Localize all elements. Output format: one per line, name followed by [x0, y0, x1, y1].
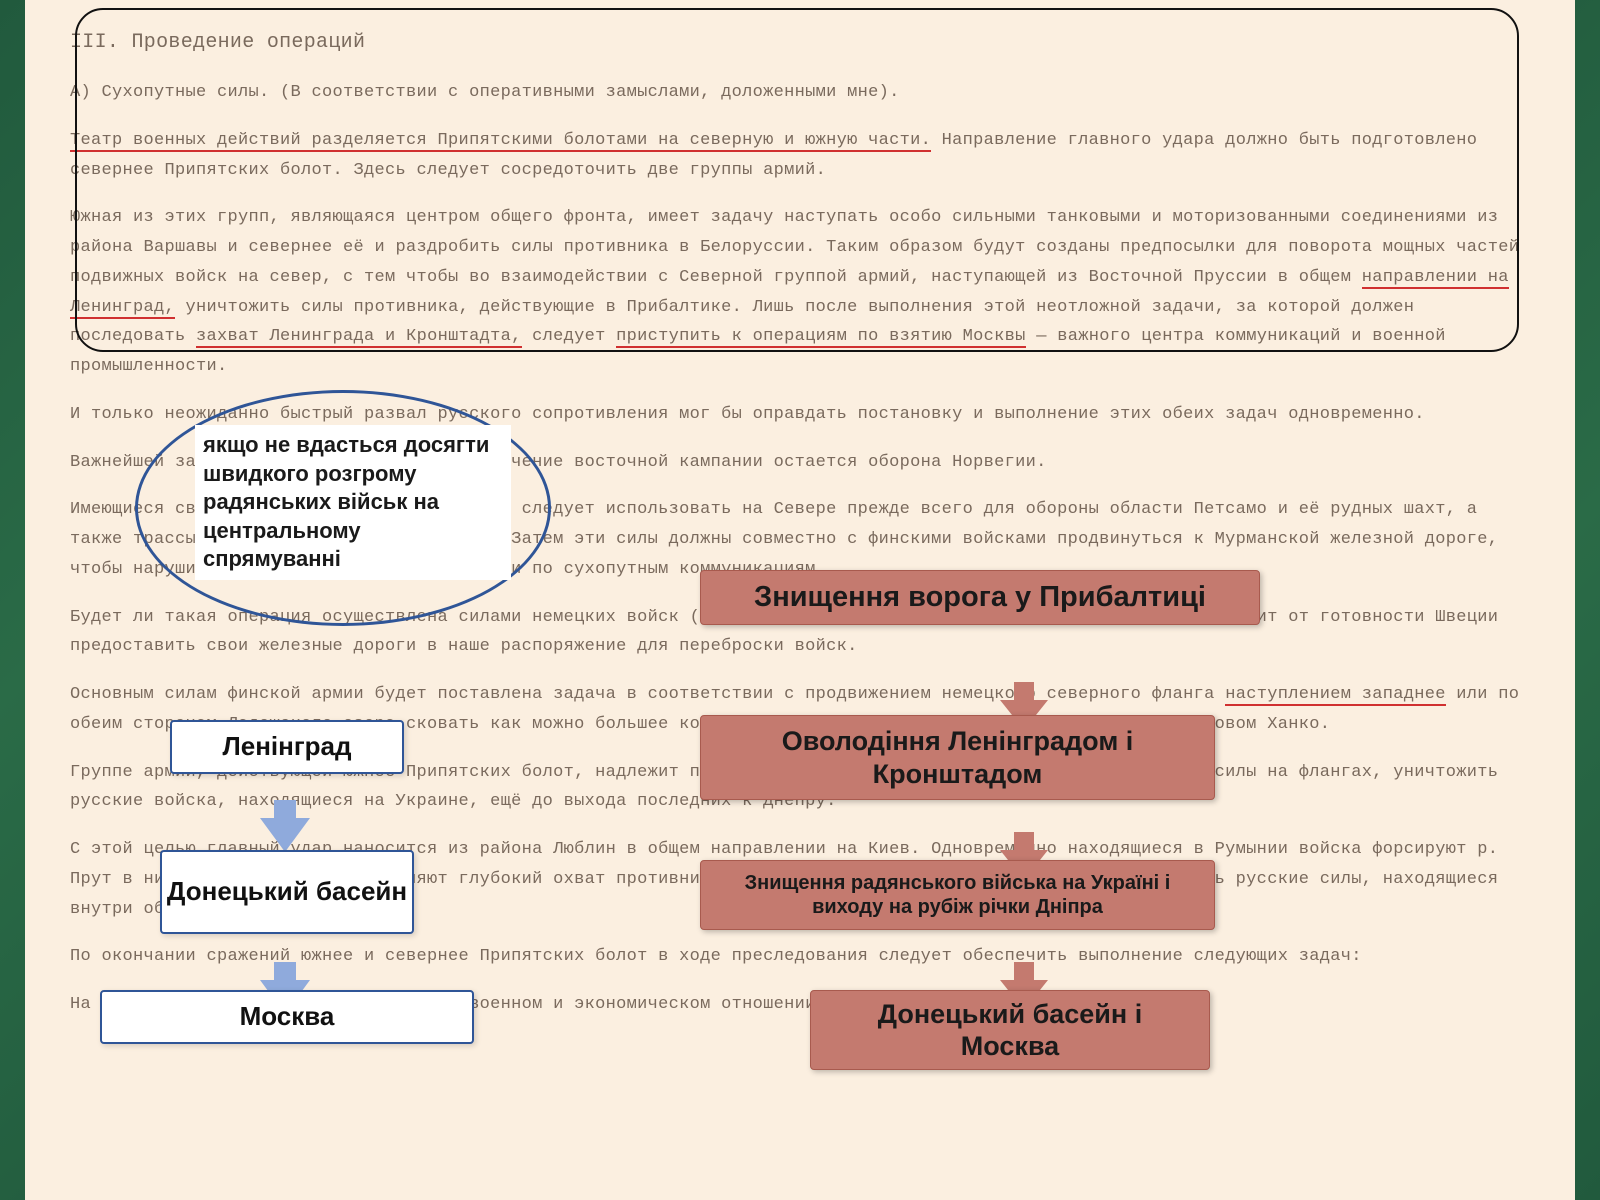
doc-section-title: III. Проведение операций — [70, 25, 1530, 60]
doc-line-a: А) Сухопутные силы. (В соответствии с оп… — [70, 78, 1530, 108]
underlined-text: наступлением западнее — [1225, 685, 1446, 706]
underlined-text: Театр военных действий разделяется Припя… — [70, 131, 931, 152]
ellipse-label: якщо не вдасться досягти швидкого розгро… — [195, 425, 511, 580]
arrow-down-icon — [260, 818, 310, 852]
bluebox-leningrad: Ленінград — [170, 720, 404, 774]
redbox-baltic: Знищення ворога у Прибалтиці — [700, 570, 1260, 625]
underlined-text: захват Ленинграда и Кронштадта, — [196, 327, 522, 348]
doc-p2: Южная из этих групп, являющаяся центром … — [70, 203, 1530, 382]
redbox-ukraine: Знищення радянського війська на Україні … — [700, 860, 1215, 930]
bluebox-moscow: Москва — [100, 990, 474, 1044]
underlined-text: приступить к операциям по взятию Москвы — [616, 327, 1026, 348]
redbox-leningrad: Оволодіння Ленінградом і Кронштадом — [700, 715, 1215, 800]
doc-p1: Театр военных действий разделяется Припя… — [70, 126, 1530, 186]
redbox-donets-moscow: Донецький басейн і Москва — [810, 990, 1210, 1070]
bluebox-donets: Донецький басейн — [160, 850, 414, 934]
